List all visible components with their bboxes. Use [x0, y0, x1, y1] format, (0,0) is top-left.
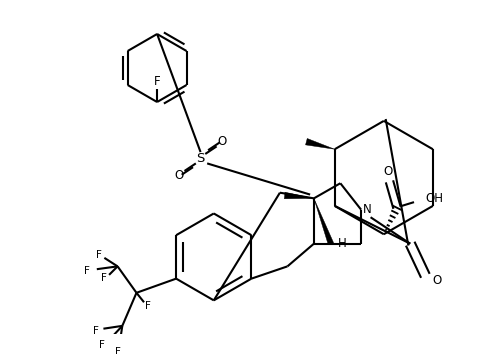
Text: F: F	[84, 266, 90, 276]
Text: S: S	[196, 152, 205, 165]
Text: H: H	[338, 237, 346, 250]
Text: F: F	[102, 273, 107, 283]
Text: O: O	[432, 274, 441, 287]
Text: O: O	[383, 165, 392, 178]
Polygon shape	[314, 198, 334, 245]
Polygon shape	[305, 138, 335, 149]
Polygon shape	[285, 192, 314, 199]
Text: OH: OH	[426, 192, 444, 205]
Text: F: F	[154, 75, 161, 88]
Text: F: F	[115, 347, 121, 354]
Text: F: F	[93, 326, 99, 336]
Text: O: O	[218, 135, 227, 148]
Text: O: O	[174, 169, 183, 182]
Text: F: F	[99, 340, 104, 350]
Text: N: N	[363, 203, 371, 216]
Text: F: F	[145, 301, 151, 311]
Text: F: F	[96, 250, 102, 260]
